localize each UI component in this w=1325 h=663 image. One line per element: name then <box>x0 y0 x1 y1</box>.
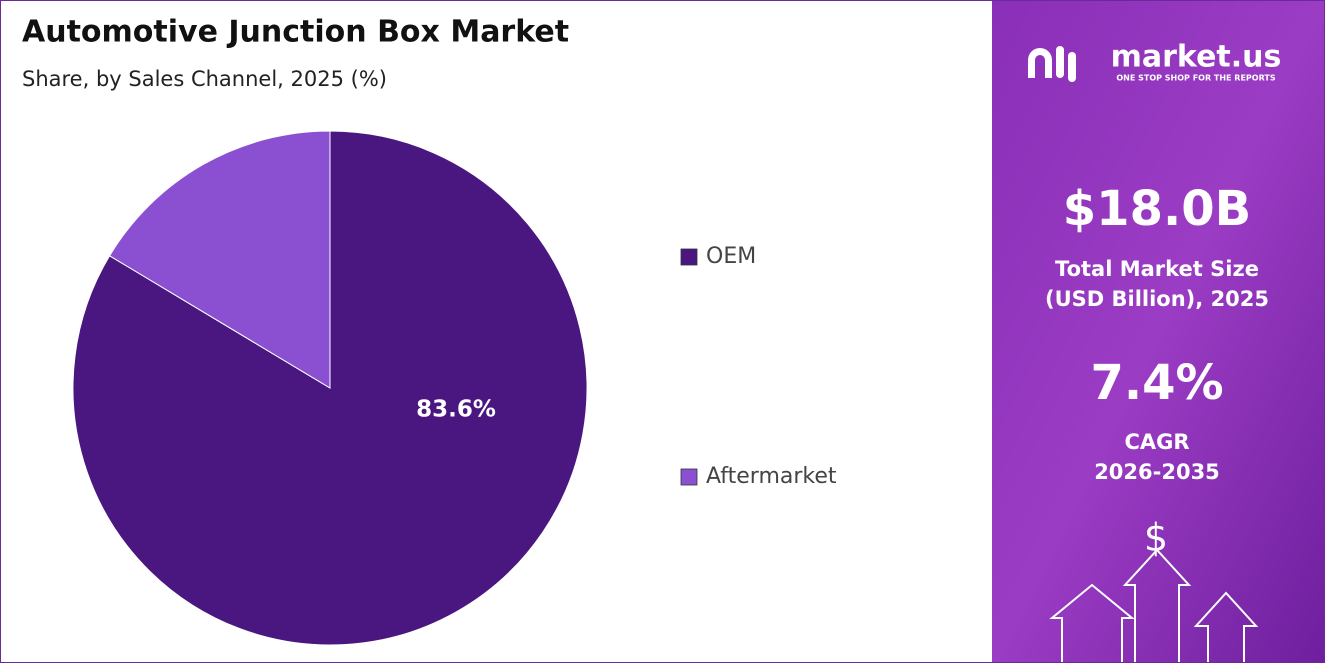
pie: 83.6% <box>72 130 588 646</box>
cagr-label: 2026-2035 <box>1094 460 1220 484</box>
market-size: $18.0B <box>1063 181 1251 237</box>
data-label: 83.6% <box>416 397 496 423</box>
market-size-label: (USD Billion), 2025 <box>1045 287 1269 311</box>
side-panel <box>992 1 1324 662</box>
cagr: 7.4% <box>1090 355 1223 411</box>
tagline: ONE STOP SHOP FOR THE REPORTS <box>1116 74 1275 83</box>
dollar-icon: $ <box>1144 516 1168 560</box>
chart-subtitle: Share, by Sales Channel, 2025 (%) <box>22 67 387 91</box>
pie-slice <box>108 130 331 389</box>
legend: OEM Aftermarket <box>680 244 837 489</box>
market-size-label: Total Market Size <box>1055 257 1259 281</box>
brand: market.us <box>1111 40 1282 75</box>
arrows <box>1049 548 1259 662</box>
legend-swatch <box>680 248 698 266</box>
legend-label: OEM <box>706 244 756 269</box>
cagr-label: CAGR <box>1124 430 1189 454</box>
legend-swatch <box>680 468 698 486</box>
logo-icon <box>1028 46 1076 82</box>
legend-label: Aftermarket <box>706 464 837 489</box>
chart-title: Automotive Junction Box Market <box>22 15 569 50</box>
